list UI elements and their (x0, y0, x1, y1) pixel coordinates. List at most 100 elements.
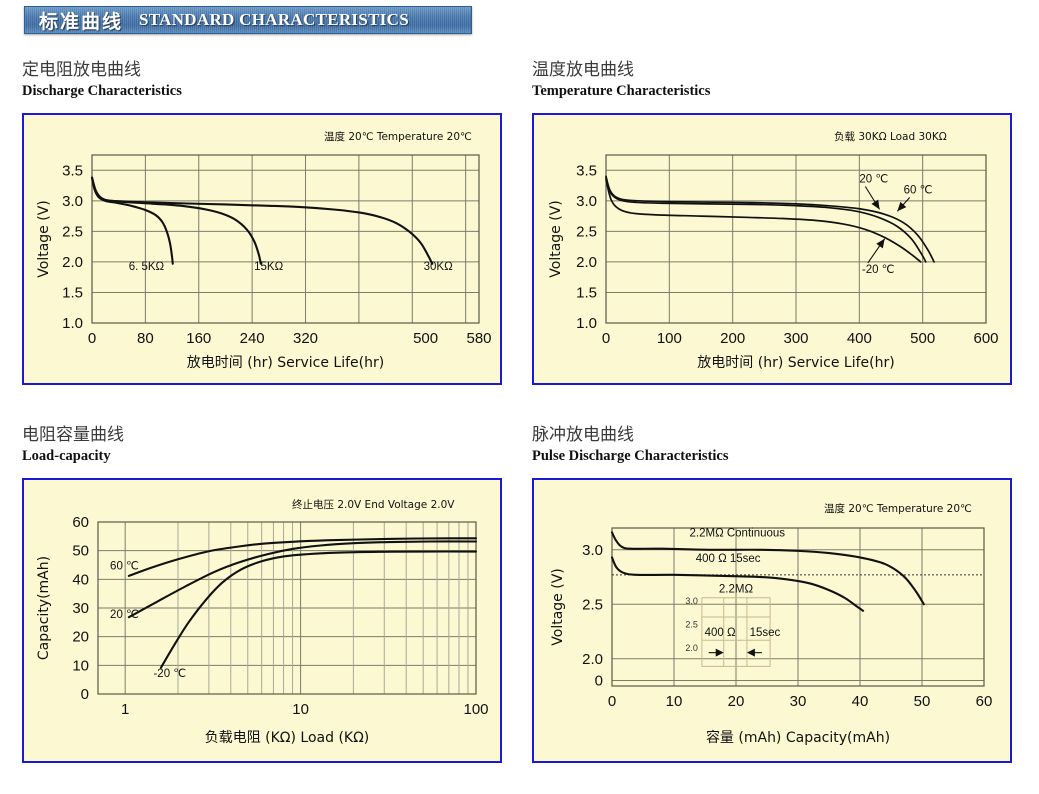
curve-label: 15KΩ (254, 261, 283, 273)
x-tick-label: 500 (413, 330, 438, 347)
y-tick-label: 2.5 (582, 596, 603, 613)
y-tick-label: 40 (72, 571, 89, 588)
curve-60℃ (127, 537, 478, 577)
y-tick-label: 3.0 (582, 542, 603, 559)
curve-30KΩ (90, 176, 434, 265)
inset-y-label: 3.0 (685, 596, 698, 606)
y-tick-label: 1.0 (576, 315, 597, 332)
y-tick-label: 0 (81, 686, 89, 703)
plot-frame (611, 527, 985, 687)
annotation-arrow-icon (897, 201, 907, 212)
section-heading-en-temperature: Temperature Characteristics (532, 83, 711, 100)
inset-arrow-left-icon (746, 648, 755, 657)
annotation-arrow-icon (871, 199, 880, 210)
x-tick-label: 240 (240, 330, 265, 347)
y-tick-label: 0 (595, 673, 603, 690)
annotation-label: 20 ℃ (859, 173, 888, 185)
curve-2.2MΩ Continuous (610, 531, 925, 606)
x-tick-label: 10 (292, 701, 309, 718)
chart-note-temperature: 负载 30KΩ Load 30KΩ (834, 130, 947, 143)
y-tick-label: 3.5 (62, 162, 83, 179)
chart-note-discharge: 温度 20℃ Temperature 20℃ (324, 130, 472, 143)
x-tick-label: 500 (910, 330, 935, 347)
y-tick-label: 1.0 (62, 315, 83, 332)
x-axis-title: 放电时间 (hr) Service Life(hr) (187, 355, 384, 371)
y-tick-label: 3.0 (576, 193, 597, 210)
y-axis-title: Voltage (V) (36, 200, 52, 277)
plot-frame (91, 154, 480, 324)
banner-title-en: STANDARD CHARACTERISTICS (139, 10, 409, 29)
chart-pulse: 温度 20℃ Temperature 20℃ 0 2.0 2.5 3.0 0 10 20 30 4… (550, 502, 992, 746)
inset-y-label: 2.0 (685, 643, 698, 653)
plot-frame (97, 521, 477, 695)
section-pulse: 脉冲放电曲线 Pulse Discharge Characteristics 温… (510, 425, 1012, 763)
annotation-arrow-icon (876, 238, 885, 249)
y-tick-label: 50 (72, 543, 89, 560)
y-axis-title: Voltage (V) (550, 568, 566, 645)
section-discharge: 定电阻放电曲线 Discharge Characteristics 温度 20℃… (0, 60, 502, 385)
x-axis-title: 放电时间 (hr) Service Life(hr) (697, 355, 894, 371)
y-tick-label: 3.5 (576, 162, 597, 179)
y-tick-label: 1.5 (576, 284, 597, 301)
section-temperature: 温度放电曲线 Temperature Characteristics 负载 30… (510, 60, 1012, 385)
x-axis-title: 负载电阻 (KΩ) Load (KΩ) (205, 730, 370, 746)
x-tick-label: 50 (914, 693, 931, 710)
x-tick-label: 10 (666, 693, 683, 710)
inset-label-top: 2.2MΩ (719, 584, 754, 596)
curve-label: 60 ℃ (110, 560, 139, 572)
curve-6.5KΩ (90, 176, 174, 265)
y-axis-title: Voltage (V) (548, 200, 564, 277)
x-tick-label: 600 (973, 330, 998, 347)
section-heading-cn-load-capacity: 电阻容量曲线 (22, 425, 124, 445)
x-tick-label: 0 (602, 330, 610, 347)
annotation-label: 60 ℃ (904, 184, 933, 196)
curve-15KΩ (90, 176, 262, 265)
x-tick-label: 20 (728, 693, 745, 710)
chart-panel-load-capacity: 终止电压 2.0V End Voltage 2.0V 0 10 20 30 40 50 60 1… (22, 478, 502, 763)
chart-temperature: 负载 30KΩ Load 30KΩ 1.0 1.5 2.0 2.5 3.0 3.5 0 100 2… (548, 130, 999, 371)
y-tick-label: 2.0 (62, 254, 83, 271)
curve-20℃ (605, 176, 927, 263)
y-tick-label: 60 (72, 514, 89, 531)
y-tick-label: 30 (72, 600, 89, 617)
x-tick-label: 580 (466, 330, 491, 347)
inset-label-left: 400 Ω (705, 627, 736, 639)
curve-400 Ω 15sec (610, 556, 865, 612)
x-tick-label: 80 (137, 330, 154, 347)
curve-label: 6. 5KΩ (129, 261, 165, 273)
curve-label: -20 ℃ (153, 668, 186, 680)
y-axis-title: Capacity(mAh) (36, 556, 52, 660)
y-tick-label: 20 (72, 629, 89, 646)
section-heading-cn-pulse: 脉冲放电曲线 (532, 425, 634, 445)
section-load-capacity: 电阻容量曲线 Load-capacity 终止电压 2.0V End Volta… (0, 425, 502, 763)
x-tick-label: 100 (463, 701, 488, 718)
curve-label: 20 ℃ (110, 609, 139, 621)
y-tick-label: 2.0 (576, 254, 597, 271)
annotation-label: -20 ℃ (862, 264, 895, 276)
chart-load-capacity: 终止电压 2.0V End Voltage 2.0V 0 10 20 30 40 50 60 1… (36, 498, 489, 746)
y-tick-label: 1.5 (62, 284, 83, 301)
chart-note-pulse: 温度 20℃ Temperature 20℃ (824, 502, 972, 515)
curve-label: 400 Ω 15sec (696, 553, 761, 565)
x-tick-label: 200 (720, 330, 745, 347)
section-heading-en-load-capacity: Load-capacity (22, 448, 111, 465)
y-tick-label: 2.0 (582, 651, 603, 668)
x-tick-label: 100 (657, 330, 682, 347)
section-heading-en-discharge: Discharge Characteristics (22, 83, 182, 100)
x-axis-title: 容量 (mAh) Capacity(mAh) (706, 729, 890, 746)
x-tick-label: 1 (121, 701, 129, 718)
curve-label: 2.2MΩ Continuous (690, 528, 786, 540)
curve--20℃ (605, 178, 922, 263)
x-tick-label: 160 (186, 330, 211, 347)
x-tick-label: 320 (293, 330, 318, 347)
y-tick-label: 2.5 (576, 223, 597, 240)
chart-panel-temperature: 负载 30KΩ Load 30KΩ 1.0 1.5 2.0 2.5 3.0 3.5 0 100 2… (532, 113, 1012, 385)
banner-title-cn: 标准曲线 (39, 10, 124, 33)
x-tick-label: 0 (608, 693, 616, 710)
y-tick-label: 10 (72, 657, 89, 674)
y-tick-label: 3.0 (62, 193, 83, 210)
inset-frame (701, 597, 771, 667)
section-heading-cn-discharge: 定电阻放电曲线 (22, 60, 141, 80)
x-tick-label: 300 (783, 330, 808, 347)
x-tick-label: 400 (847, 330, 872, 347)
